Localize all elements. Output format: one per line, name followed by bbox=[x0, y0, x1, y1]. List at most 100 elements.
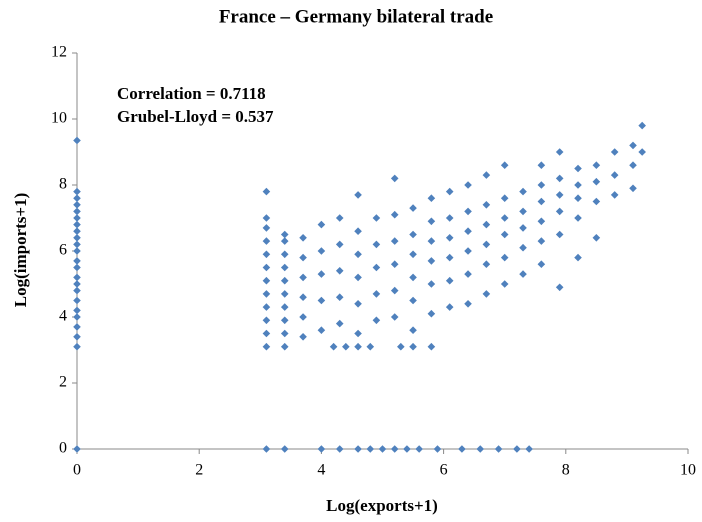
point bbox=[335, 293, 344, 301]
y-tick-label: 2 bbox=[59, 374, 67, 391]
point bbox=[537, 161, 546, 169]
point bbox=[537, 197, 546, 206]
point bbox=[482, 260, 491, 268]
point bbox=[555, 283, 564, 292]
x-tick-label: 10 bbox=[680, 462, 696, 479]
point bbox=[354, 250, 362, 259]
point bbox=[262, 445, 271, 453]
point bbox=[427, 280, 436, 288]
point bbox=[73, 136, 81, 145]
point bbox=[73, 263, 81, 272]
point bbox=[427, 309, 436, 318]
point bbox=[537, 260, 546, 268]
point bbox=[445, 303, 454, 311]
point bbox=[519, 207, 527, 216]
point bbox=[629, 161, 637, 169]
point bbox=[574, 253, 582, 262]
point bbox=[409, 342, 417, 351]
point bbox=[262, 303, 271, 311]
chart-title: France – Germany bilateral trade bbox=[219, 6, 493, 27]
point bbox=[390, 260, 399, 268]
point bbox=[73, 286, 81, 295]
point bbox=[299, 234, 307, 242]
point bbox=[354, 445, 362, 453]
y-axis-label: Log(imports+1) bbox=[11, 193, 30, 308]
point bbox=[299, 293, 307, 301]
point bbox=[335, 240, 344, 249]
point bbox=[73, 342, 81, 351]
point bbox=[555, 174, 564, 183]
point bbox=[262, 224, 271, 232]
point bbox=[73, 280, 81, 288]
point bbox=[280, 250, 289, 259]
point bbox=[299, 333, 307, 341]
point bbox=[262, 250, 271, 259]
point bbox=[317, 220, 326, 229]
point bbox=[500, 280, 509, 288]
point bbox=[354, 300, 362, 308]
x-tick-label: 2 bbox=[195, 462, 203, 479]
point bbox=[537, 217, 546, 226]
point bbox=[482, 220, 491, 229]
point bbox=[280, 237, 289, 245]
point bbox=[445, 253, 454, 262]
point bbox=[445, 214, 454, 222]
point bbox=[262, 342, 271, 351]
point bbox=[513, 445, 521, 453]
point bbox=[317, 296, 326, 305]
point bbox=[638, 148, 646, 156]
y-tick-label: 6 bbox=[59, 242, 67, 259]
point bbox=[262, 237, 271, 245]
point bbox=[354, 227, 362, 235]
point bbox=[409, 273, 417, 282]
point bbox=[427, 257, 436, 265]
point bbox=[592, 177, 601, 186]
point bbox=[390, 174, 399, 183]
point bbox=[342, 342, 350, 351]
point bbox=[73, 234, 81, 242]
point bbox=[354, 342, 362, 351]
point bbox=[73, 333, 81, 341]
point bbox=[464, 270, 472, 278]
point bbox=[280, 342, 289, 351]
point bbox=[445, 276, 454, 285]
point bbox=[73, 257, 81, 265]
point bbox=[555, 230, 564, 239]
point bbox=[500, 161, 509, 169]
point bbox=[464, 227, 472, 235]
point bbox=[464, 181, 472, 189]
point bbox=[403, 445, 411, 453]
point bbox=[390, 286, 399, 295]
point bbox=[390, 210, 399, 219]
point bbox=[409, 296, 417, 305]
point bbox=[262, 290, 271, 298]
point bbox=[519, 187, 527, 196]
point bbox=[372, 316, 381, 325]
point bbox=[592, 161, 601, 169]
point bbox=[317, 247, 326, 255]
point bbox=[476, 445, 485, 453]
y-tick-label: 0 bbox=[59, 440, 67, 457]
point bbox=[500, 253, 509, 262]
x-axis-label: Log(exports+1) bbox=[326, 496, 438, 515]
point bbox=[519, 270, 527, 278]
point bbox=[372, 214, 381, 222]
point bbox=[262, 263, 271, 272]
point bbox=[629, 184, 637, 193]
point bbox=[574, 194, 582, 202]
y-tick-label: 10 bbox=[51, 110, 67, 127]
point bbox=[494, 445, 503, 453]
point bbox=[629, 141, 637, 150]
point bbox=[378, 445, 387, 453]
point bbox=[433, 445, 442, 453]
point bbox=[262, 187, 271, 196]
point bbox=[366, 342, 375, 351]
point bbox=[73, 227, 81, 235]
point bbox=[409, 250, 417, 259]
point bbox=[354, 329, 362, 338]
point bbox=[445, 187, 454, 196]
point bbox=[372, 263, 381, 272]
point bbox=[73, 201, 81, 209]
point bbox=[372, 240, 381, 249]
annotation: Grubel-Lloyd = 0.537 bbox=[117, 107, 274, 126]
